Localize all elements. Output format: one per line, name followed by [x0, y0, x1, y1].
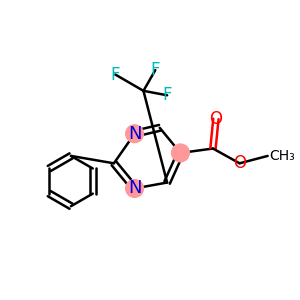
Text: F: F — [162, 86, 172, 104]
Text: F: F — [111, 66, 120, 84]
Text: N: N — [128, 125, 141, 143]
Text: N: N — [128, 179, 141, 197]
Text: CH₃: CH₃ — [269, 149, 295, 163]
Text: O: O — [233, 154, 246, 172]
Circle shape — [126, 125, 143, 142]
Text: F: F — [151, 61, 160, 79]
Circle shape — [126, 180, 143, 197]
Circle shape — [172, 144, 189, 162]
Text: O: O — [209, 110, 222, 128]
